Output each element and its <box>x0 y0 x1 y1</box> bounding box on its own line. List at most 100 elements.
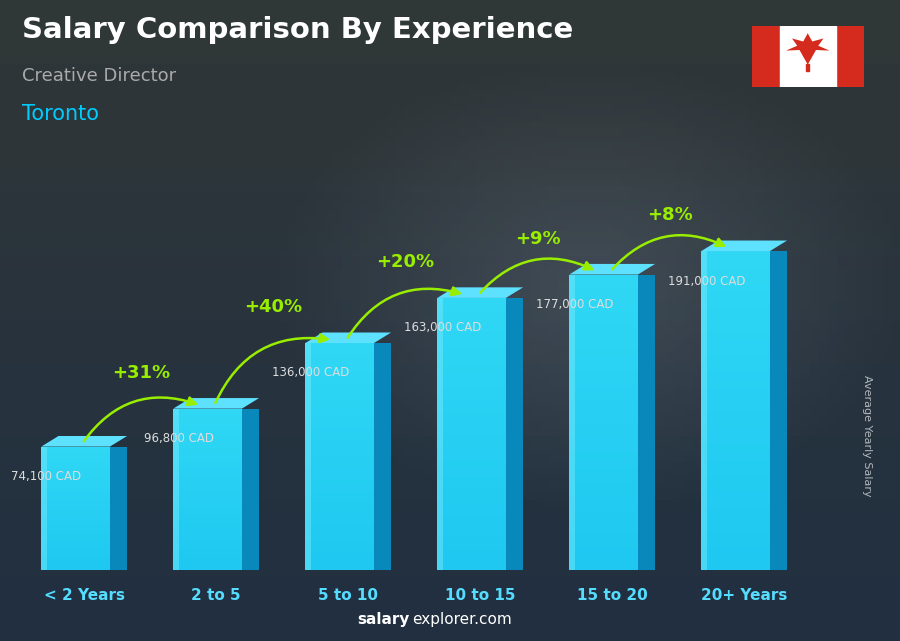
Bar <box>570 526 638 533</box>
Bar <box>570 460 638 467</box>
Bar <box>41 564 110 567</box>
Bar <box>174 457 242 462</box>
Bar <box>305 354 374 360</box>
Bar <box>174 530 242 534</box>
Bar <box>437 523 506 529</box>
Bar <box>701 339 770 347</box>
Bar <box>437 379 506 387</box>
Polygon shape <box>701 240 788 251</box>
Bar <box>41 537 110 540</box>
Bar <box>305 377 374 383</box>
Text: Average Yearly Salary: Average Yearly Salary <box>861 375 872 497</box>
Bar <box>437 400 506 407</box>
Bar <box>570 437 638 445</box>
Bar <box>41 508 110 512</box>
Bar <box>437 543 506 550</box>
Bar <box>305 479 374 485</box>
Text: +8%: +8% <box>647 206 692 224</box>
Bar <box>41 478 110 481</box>
Bar <box>701 499 770 506</box>
Bar <box>437 482 506 488</box>
Bar <box>437 428 506 434</box>
Bar <box>701 490 770 499</box>
Bar <box>41 506 110 508</box>
Bar <box>701 435 770 443</box>
Bar <box>437 304 506 312</box>
Bar <box>570 474 638 481</box>
Bar <box>41 515 110 518</box>
Bar <box>701 451 770 459</box>
Bar <box>570 481 638 489</box>
Bar <box>701 307 770 315</box>
Bar <box>41 562 110 564</box>
Bar <box>701 515 770 522</box>
Bar <box>174 481 242 485</box>
Bar <box>41 496 110 499</box>
Bar <box>437 495 506 503</box>
Bar <box>174 490 242 494</box>
Bar <box>174 437 242 441</box>
Bar <box>305 513 374 519</box>
Bar <box>701 411 770 419</box>
Bar <box>570 349 638 356</box>
Bar <box>305 372 374 377</box>
Bar <box>305 474 374 479</box>
Bar <box>437 563 506 570</box>
Bar <box>570 312 638 319</box>
Bar <box>305 412 374 417</box>
Bar <box>701 554 770 563</box>
Bar <box>437 420 506 428</box>
Bar <box>41 462 110 465</box>
Bar <box>174 558 242 562</box>
Bar <box>305 457 374 462</box>
Polygon shape <box>41 447 47 570</box>
Bar <box>570 297 638 304</box>
Text: 2 to 5: 2 to 5 <box>192 588 241 603</box>
Bar <box>570 512 638 519</box>
Bar <box>437 503 506 509</box>
Bar <box>437 441 506 448</box>
Bar <box>305 503 374 508</box>
Text: 74,100 CAD: 74,100 CAD <box>12 470 82 483</box>
Bar <box>305 462 374 468</box>
Bar <box>570 274 638 282</box>
Bar <box>437 373 506 379</box>
Text: 191,000 CAD: 191,000 CAD <box>668 274 745 288</box>
Bar <box>437 557 506 563</box>
Bar <box>305 559 374 565</box>
Bar <box>174 473 242 478</box>
Bar <box>570 533 638 541</box>
Text: 5 to 10: 5 to 10 <box>319 588 378 603</box>
Bar <box>305 491 374 497</box>
Bar <box>701 531 770 538</box>
Bar <box>174 408 242 413</box>
Bar <box>570 504 638 512</box>
Bar <box>174 506 242 510</box>
Bar <box>701 443 770 451</box>
Bar <box>437 462 506 469</box>
Bar <box>305 349 374 354</box>
Bar <box>437 359 506 366</box>
Bar <box>701 275 770 283</box>
Bar <box>305 343 374 349</box>
Polygon shape <box>110 447 127 570</box>
Bar <box>41 518 110 521</box>
Bar <box>41 453 110 456</box>
Bar <box>41 545 110 549</box>
Bar <box>174 429 242 433</box>
Bar <box>174 453 242 457</box>
Bar <box>174 542 242 546</box>
Bar <box>437 550 506 557</box>
Bar <box>41 456 110 459</box>
Text: 136,000 CAD: 136,000 CAD <box>272 367 349 379</box>
Text: 10 to 15: 10 to 15 <box>445 588 516 603</box>
Bar <box>41 524 110 527</box>
Bar <box>437 366 506 373</box>
Bar <box>174 546 242 550</box>
Bar <box>174 562 242 567</box>
Text: 163,000 CAD: 163,000 CAD <box>404 321 482 335</box>
Bar <box>305 537 374 542</box>
Bar <box>174 417 242 420</box>
Bar <box>437 407 506 414</box>
Text: Toronto: Toronto <box>22 104 100 124</box>
